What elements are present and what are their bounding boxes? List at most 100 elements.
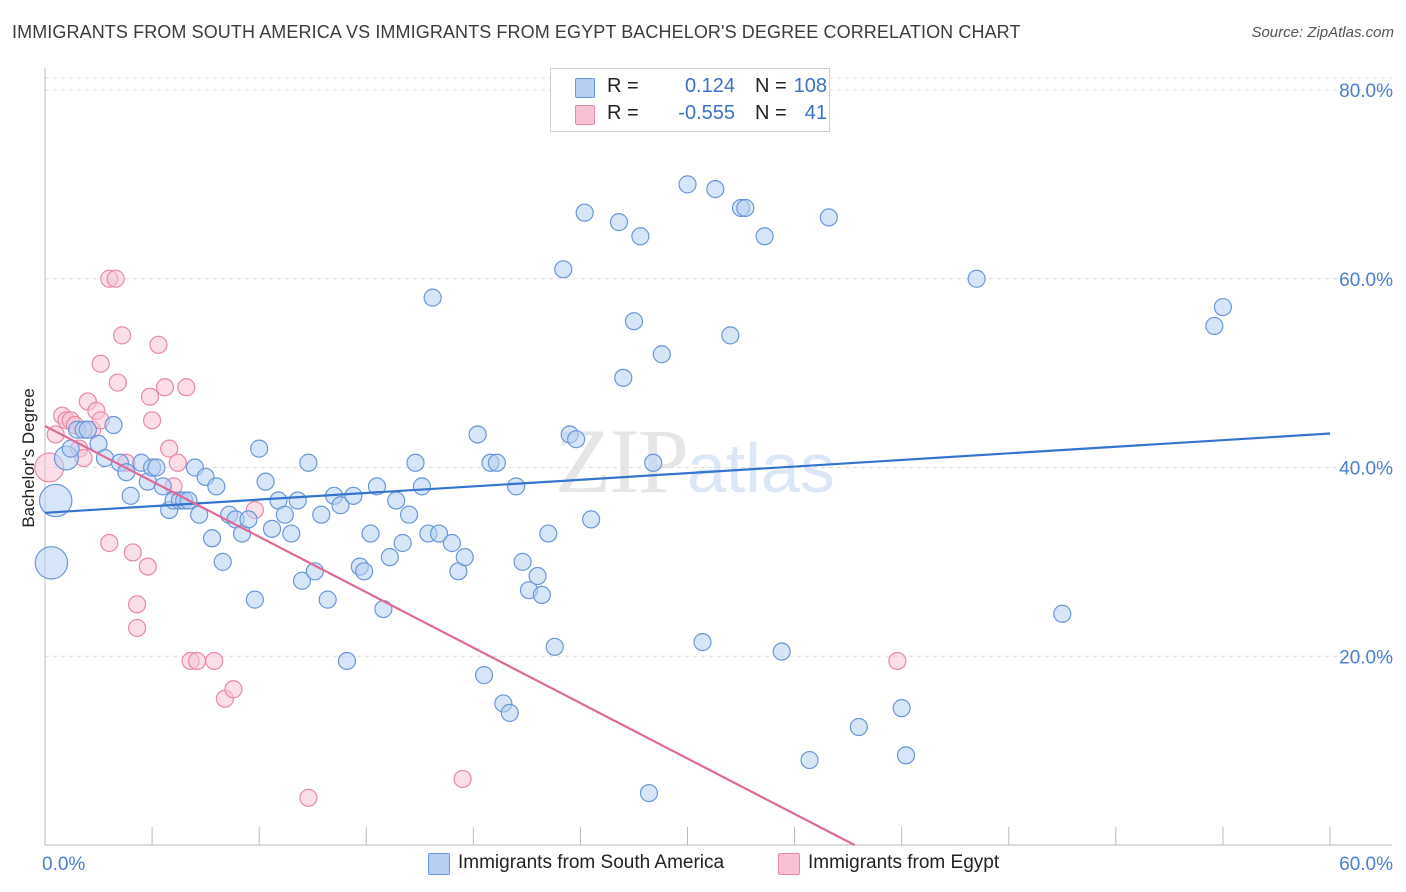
egypt-point (127, 595, 147, 614)
south-america-point (442, 533, 462, 553)
south-america-point (250, 439, 269, 458)
south-america-point (582, 510, 601, 529)
south-america-point (507, 477, 526, 496)
legend-swatch-blue (575, 78, 595, 98)
egypt-point (127, 618, 147, 638)
south-america-point (896, 746, 916, 765)
egypt-point (106, 269, 125, 288)
south-america-point (652, 345, 671, 364)
south-america-trend-line (44, 432, 1331, 514)
south-america-point (361, 524, 380, 543)
y-tick-label: 80.0% (1339, 81, 1393, 102)
egypt-point (140, 387, 160, 406)
south-america-point (213, 552, 232, 571)
south-america-points (34, 175, 1233, 803)
bottom-legend-label: Immigrants from Egypt (808, 852, 1000, 873)
south-america-point (539, 524, 558, 543)
egypt-point (149, 335, 168, 354)
legend-r-value: 0.124 (684, 75, 735, 97)
legend-r-label: R = (607, 102, 639, 124)
south-america-point (609, 213, 629, 232)
south-america-point (567, 430, 586, 449)
legend-n-label: N = (755, 102, 787, 124)
south-america-point (380, 548, 399, 567)
south-america-point (532, 585, 551, 605)
south-america-point (736, 198, 755, 218)
egypt-point (299, 788, 318, 807)
south-america-point (545, 637, 564, 656)
x-tick-label: 60.0% (1339, 854, 1393, 875)
south-america-point (554, 260, 573, 279)
south-america-point (121, 486, 140, 505)
south-america-point (487, 453, 506, 472)
south-america-point (429, 524, 449, 543)
y-tick-label: 60.0% (1339, 270, 1393, 291)
legend-r-value: -0.555 (678, 102, 735, 124)
south-america-point (575, 203, 594, 222)
egypt-point (100, 533, 119, 553)
egypt-points (34, 269, 907, 807)
trend-lines (44, 424, 1331, 846)
egypt-point (108, 373, 127, 392)
south-america-point (800, 750, 819, 770)
tick-labels: 20.0% 40.0% 60.0% 80.0% 0.0% 60.0% (42, 81, 1393, 875)
egypt-point (160, 439, 179, 458)
south-america-point (500, 703, 519, 722)
south-america-point (1205, 316, 1224, 336)
south-america-point (78, 420, 97, 439)
south-america-point (34, 546, 69, 580)
egypt-point (123, 543, 142, 562)
south-america-point (299, 453, 318, 472)
south-america-point (312, 505, 331, 524)
south-america-point (528, 566, 547, 586)
egypt-point (453, 769, 472, 789)
south-america-point (406, 453, 425, 472)
south-america-point (104, 415, 123, 435)
egypt-point (155, 378, 175, 397)
y-axis-label: Bachelor's Degree (19, 388, 38, 527)
south-america-point (275, 505, 294, 524)
south-america-point (721, 326, 740, 345)
south-america-point (202, 529, 222, 548)
egypt-point (142, 411, 162, 430)
legend-swatch-pink (575, 105, 595, 125)
x-tick-label: 0.0% (42, 854, 85, 875)
source-label: Source: ZipAtlas.com (1251, 24, 1394, 41)
south-america-point (38, 483, 73, 518)
south-america-point (1053, 604, 1072, 623)
bottom-legend-swatch-pink (778, 853, 800, 875)
south-america-point (318, 590, 337, 609)
south-america-point (1213, 297, 1233, 317)
south-america-point (967, 269, 986, 288)
south-america-point (849, 717, 868, 737)
egypt-point (187, 651, 207, 671)
south-america-point (423, 288, 442, 307)
south-america-point (474, 666, 494, 685)
south-america-point (631, 227, 650, 246)
south-america-point (337, 651, 357, 671)
south-america-point (892, 699, 911, 718)
south-america-point (513, 552, 532, 571)
correlation-legend: R = 0.124 N = 108 R = -0.555 N = 41 (550, 68, 830, 132)
south-america-point (245, 590, 264, 609)
chart-title: IMMIGRANTS FROM SOUTH AMERICA VS IMMIGRA… (12, 22, 1021, 42)
south-america-point (399, 505, 419, 524)
legend-r-label: R = (607, 75, 639, 97)
south-america-point (147, 458, 166, 477)
egypt-point (138, 557, 157, 576)
y-tick-label: 40.0% (1339, 459, 1393, 480)
south-america-point (344, 486, 363, 505)
egypt-point (91, 354, 110, 373)
egypt-point (205, 651, 224, 671)
south-america-point (207, 477, 226, 496)
egypt-trend-line (44, 424, 856, 846)
south-america-point (706, 179, 725, 199)
south-america-point (455, 548, 474, 567)
egypt-point (888, 651, 907, 671)
south-america-point (819, 208, 838, 227)
legend-n-value: 108 (793, 75, 827, 97)
south-america-point (393, 533, 412, 553)
bottom-legend-label: Immigrants from South America (458, 852, 725, 873)
south-america-point (639, 783, 659, 803)
